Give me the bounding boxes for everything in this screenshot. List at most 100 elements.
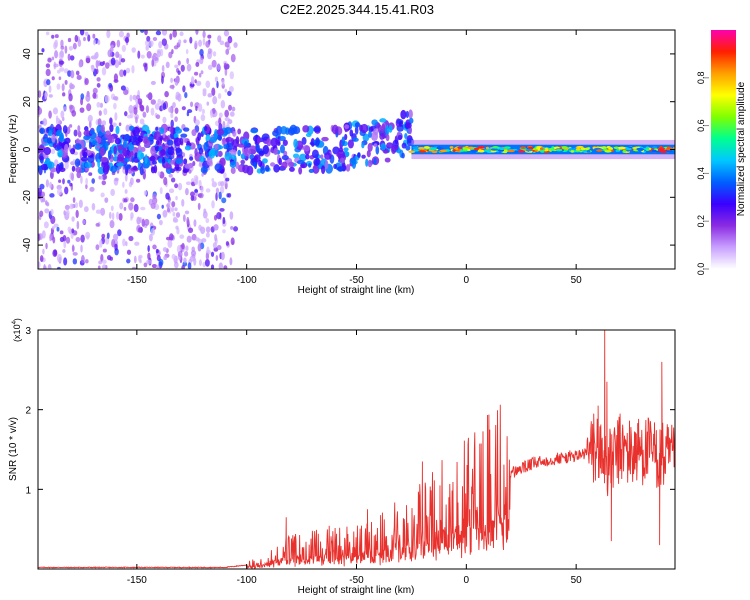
spectrogram-noise-cell	[174, 77, 179, 86]
spectrogram-tone-cell	[499, 147, 505, 151]
spectrogram-noise-cell	[101, 120, 107, 126]
spectrogram-noise-cell	[116, 39, 121, 48]
spectrogram-signal-cell	[39, 155, 44, 161]
spectrogram-signal-cell	[338, 147, 344, 153]
spectrogram-noise-cell	[223, 265, 228, 269]
spectrogram-noise-cell	[215, 255, 219, 261]
spectrogram-noise-cell	[76, 171, 82, 179]
spectrogram-noise-cell	[224, 41, 230, 48]
spectrogram-signal-cell	[380, 142, 387, 151]
spectrogram-noise-cell	[161, 30, 168, 36]
spectrogram-noise-cell	[125, 241, 128, 247]
spectrogram-tone-cell	[468, 146, 474, 150]
spectrogram-noise-cell	[87, 34, 91, 42]
spectrogram-noise-cell	[210, 264, 215, 269]
spectrogram-signal-cell	[279, 135, 286, 142]
spectrogram-noise-cell	[217, 93, 222, 99]
spectrogram-noise-cell	[183, 257, 187, 264]
spectrogram-signal-cell	[46, 161, 55, 169]
spectrogram-tone-cell	[418, 150, 427, 153]
spectrogram-signal-cell	[401, 142, 407, 149]
spectrogram-noise-cell	[124, 111, 128, 117]
snr-x-ticks: -150 -100 -50 0 50	[127, 330, 582, 586]
spectrogram-tone-cell	[657, 148, 664, 152]
spectrogram-noise-cell	[123, 89, 129, 96]
spectrogram-noise-cell	[181, 106, 186, 111]
spectrogram-signal-cell	[367, 142, 373, 152]
spectrogram-noise-cell	[157, 171, 161, 176]
spectrogram-signal-cell	[223, 144, 228, 150]
spectrogram-signal-cell	[217, 145, 224, 150]
spectrogram-noise-cell	[48, 94, 53, 98]
spectrogram-noise-cell	[186, 63, 192, 72]
spectrogram-noise-cell	[219, 208, 225, 212]
spectrogram-noise-cell	[219, 185, 225, 194]
spectrogram-noise-cell	[45, 68, 51, 77]
spectrogram-noise-cell	[180, 64, 185, 72]
spectrogram-noise-cell	[195, 105, 198, 111]
spectrogram-noise-cell	[169, 84, 175, 89]
spectrogram-noise-cell	[162, 210, 168, 218]
spectrogram-signal-cell	[114, 137, 121, 145]
spectrogram-noise-cell	[106, 232, 110, 240]
spectrogram-tone-cell	[519, 146, 527, 150]
spectrogram-noise-cell	[129, 177, 134, 186]
spectrogram-noise-cell	[200, 226, 206, 234]
spectrogram-signal-cell	[113, 145, 117, 155]
spectrogram-noise-cell	[205, 232, 210, 238]
spectrogram-tone-cell	[449, 146, 454, 149]
spectrogram-noise-cell	[144, 30, 148, 36]
spectrogram-noise-cell	[171, 201, 176, 208]
spectrogram-signal-cell	[262, 144, 269, 155]
spectrogram-noise-cell	[158, 258, 164, 266]
spectrogram-tone-cell	[618, 146, 626, 150]
spectrogram-noise-cell	[205, 40, 210, 48]
spectrogram-signal-cell	[367, 159, 373, 168]
spectrogram-signal-cell	[97, 158, 101, 169]
spectrogram-noise-cell	[150, 227, 156, 236]
spectrogram-signal-cell	[296, 160, 305, 165]
spectrogram-noise-cell	[134, 241, 140, 246]
spectrogram-noise-cell	[186, 235, 192, 243]
spectrogram-x-tick-label: -50	[349, 275, 364, 286]
spectrogram-noise-cell	[210, 251, 215, 257]
spectrogram-noise-cell	[79, 30, 85, 36]
spectrogram-signal-cell	[88, 141, 92, 150]
spectrogram-signal-cell	[199, 155, 205, 163]
spectrogram-signal-cell	[305, 154, 310, 160]
spectrogram-tone-cell	[507, 149, 515, 153]
spectrogram-y-ticks: -40 -20 0 20 40	[22, 48, 675, 252]
spectrogram-noise-cell	[224, 109, 229, 118]
spectrogram-noise-cell	[171, 207, 175, 213]
spectrogram-signal-cell	[237, 143, 246, 148]
spectrogram-noise-cell	[147, 252, 151, 260]
spectrogram-signal-cell	[345, 164, 351, 172]
spectrogram-noise-cell	[161, 38, 168, 46]
spectrogram-noise-cell	[181, 264, 185, 269]
colorbar-strip	[711, 30, 736, 269]
spectrogram-noise-cell	[68, 45, 73, 51]
spectrogram-noise-cell	[51, 76, 55, 81]
spectrogram-noise-cell	[184, 91, 188, 99]
spectrogram-signal-cell	[347, 139, 354, 149]
spectrogram-noise-cell	[220, 99, 226, 109]
spectrogram-noise-cell	[124, 36, 130, 43]
spectrogram-signal-cell	[302, 144, 310, 152]
spectrogram-noise-cell	[50, 148, 56, 155]
spectrogram-signal-cell	[183, 127, 190, 132]
spectrogram-noise-cell	[233, 42, 238, 48]
spectrogram-noise-cell	[59, 230, 64, 235]
spectrogram-noise-cell	[171, 49, 174, 55]
spectrogram-noise-cell	[53, 249, 58, 256]
spectrogram-signal-cell	[266, 138, 272, 147]
spectrogram-signal-cell	[129, 125, 135, 132]
spectrogram-signal-cell	[333, 163, 338, 170]
spectrogram-noise-cell	[223, 30, 230, 37]
spectrogram-signal-cell	[166, 139, 174, 146]
spectrogram-noise-cell	[212, 51, 217, 57]
spectrogram-signal-cell	[244, 141, 248, 148]
spectrogram-noise-cell	[141, 218, 146, 227]
spectrogram-tone-cell	[485, 146, 490, 150]
spectrogram-noise-cell	[175, 225, 179, 230]
spectrogram-noise-cell	[67, 37, 72, 43]
